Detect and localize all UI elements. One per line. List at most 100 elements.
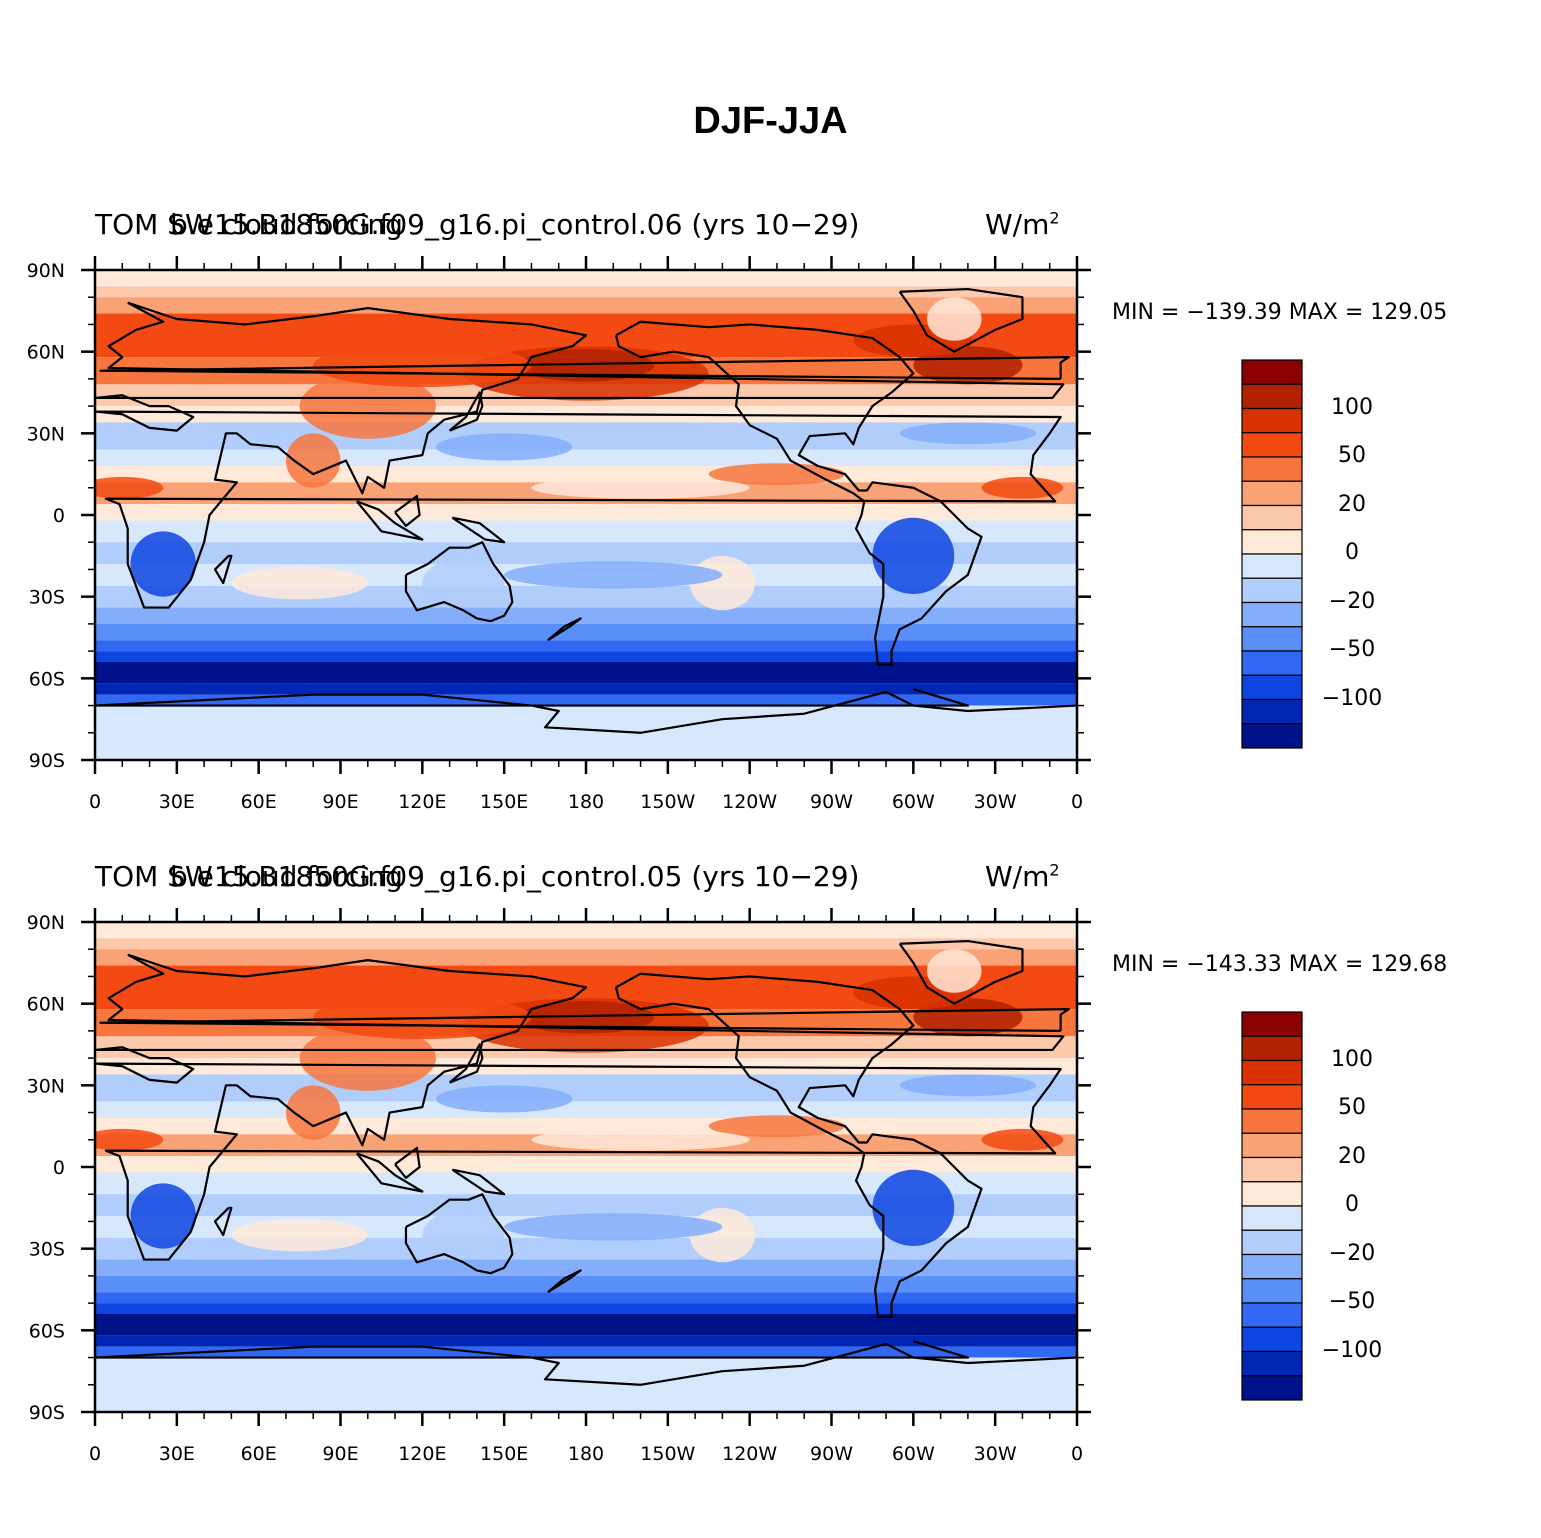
lon-tick-label: 0 [1071, 791, 1083, 813]
contour-band [95, 449, 1077, 466]
lat-tick-label: 60N [27, 342, 65, 364]
lon-tick-label: 150E [480, 1443, 528, 1465]
contour-band [95, 1292, 1077, 1304]
map-field [95, 922, 1077, 1412]
coastline [99, 1008, 1070, 1032]
contour-region [130, 1183, 196, 1249]
colorbar-label: −50 [1328, 1289, 1376, 1314]
colorbar-swatch [1241, 1035, 1303, 1062]
colorbar-swatch [1241, 626, 1303, 652]
contour-region [913, 998, 1023, 1037]
colorbar-label: 0 [1345, 540, 1359, 565]
lon-tick-label: 30W [974, 791, 1017, 813]
lon-tick-label: 90E [322, 1443, 358, 1465]
contour-band [95, 1314, 1077, 1336]
lon-tick-label: 30E [159, 791, 195, 813]
contour-region [231, 566, 368, 600]
contour-region [981, 1128, 1064, 1151]
contour-region [531, 476, 750, 499]
colorbar-swatch [1241, 1350, 1303, 1377]
lon-tick-label: 120W [722, 791, 777, 813]
panel-case-title: b.e15.B1850G.f09_g16.pi_control.05 (yrs … [170, 860, 860, 893]
coastline [356, 1152, 424, 1193]
colorbar-swatch [1241, 1229, 1303, 1256]
contour-band [95, 662, 1077, 684]
lon-tick-label: 150W [640, 1443, 695, 1465]
colorbar-swatch [1241, 1108, 1303, 1134]
colorbar-label: −100 [1321, 685, 1383, 711]
contour-region [981, 476, 1064, 499]
lat-tick-label: 30N [27, 1075, 65, 1097]
colorbar-label: 100 [1331, 394, 1373, 420]
lat-tick-label: 30N [27, 423, 65, 445]
coastline [95, 688, 1077, 734]
contour-region [926, 297, 982, 341]
colorbar-label: −20 [1328, 1240, 1376, 1266]
colorbar-label: 20 [1338, 491, 1366, 517]
contour-region [435, 1085, 573, 1113]
contour-band [95, 1275, 1077, 1293]
contour-region [299, 373, 436, 439]
coastline [95, 1340, 1077, 1386]
contour-region [504, 561, 723, 589]
colorbar-swatch [1241, 1059, 1303, 1086]
colorbar-swatch [1241, 1326, 1303, 1353]
contour-band [95, 504, 1077, 521]
coastline [614, 972, 983, 1318]
coastline [394, 1146, 421, 1179]
coastline [404, 541, 514, 623]
panel-units: W/m2 [985, 860, 1060, 893]
colorbar-swatch [1241, 674, 1303, 701]
colorbar-swatch [1241, 1302, 1303, 1328]
coastline [898, 939, 1024, 1005]
lat-tick-label: 90S [29, 1402, 65, 1424]
coastline [213, 554, 233, 585]
contour-band [95, 607, 1077, 624]
lon-tick-label: 150E [480, 791, 528, 813]
contour-band [95, 949, 1077, 966]
panel-case-title: b.e15.B1850G.f09_g16.pi_control.06 (yrs … [170, 208, 860, 241]
colorbar-swatch [1241, 529, 1303, 555]
lat-tick-label: 90S [29, 750, 65, 772]
coastline [404, 1193, 514, 1275]
colorbar-swatch [1241, 432, 1303, 458]
contour-region [872, 1169, 955, 1246]
colorbar-swatch [1241, 698, 1303, 725]
contour-region [517, 348, 655, 382]
contour-region [913, 346, 1023, 385]
contour-band [95, 1194, 1077, 1216]
lon-tick-label: 180 [568, 1443, 604, 1465]
colorbar-label: −50 [1328, 637, 1376, 662]
colorbar-swatch [1241, 359, 1303, 385]
lon-tick-label: 60E [241, 1443, 277, 1465]
colorbar-swatch [1241, 480, 1303, 507]
colorbar-swatch [1241, 383, 1303, 410]
coastline [451, 516, 506, 544]
colorbar-swatch [1241, 1181, 1303, 1207]
colorbar-swatch [1241, 577, 1303, 604]
contour-band [95, 938, 1077, 950]
lat-tick-label: 60S [29, 668, 65, 690]
colorbar-swatch [1241, 456, 1303, 482]
contour-region [517, 1000, 655, 1034]
map-panel-2: TOM SW cloud forcing b.e15.B1850G.f09_g1… [0, 860, 1541, 1520]
colorbar-label: 100 [1331, 1046, 1373, 1072]
colorbar-swatch [1241, 723, 1303, 749]
contour-region [285, 433, 341, 488]
lon-tick-label: 0 [1071, 1443, 1083, 1465]
map-plot: 90N 60N 30N 0 30S 60S 90S 0 30E 60E 90E 120E 150E 180… [27, 256, 1091, 813]
coastline [394, 494, 421, 527]
lon-tick-label: 60E [241, 791, 277, 813]
contour-region [285, 1085, 341, 1140]
lon-tick-label: 150W [640, 791, 695, 813]
lon-tick-label: 90W [810, 1443, 853, 1465]
panel-left-title: TOM SW cloud forcing [95, 860, 403, 893]
panel-units: W/m2 [985, 208, 1060, 241]
lon-tick-label: 180 [568, 791, 604, 813]
coastline [898, 287, 1024, 353]
colorbar-swatch [1241, 650, 1303, 676]
contour-band [95, 542, 1077, 564]
colorbar-label: 20 [1338, 1143, 1366, 1169]
lat-tick-label: 0 [53, 1157, 65, 1179]
contour-region [899, 422, 1037, 445]
